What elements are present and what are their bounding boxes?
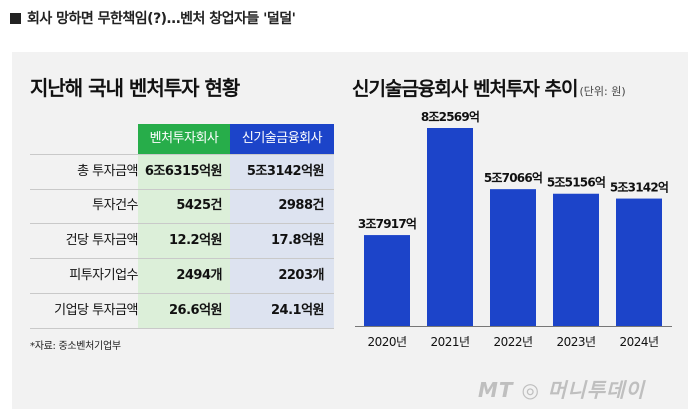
- chart-title: 신기술금융회사 벤처투자 추이 (단위: 원): [352, 74, 626, 101]
- venture-column-bg: [138, 154, 230, 328]
- bar-2022년: [490, 189, 536, 326]
- square-bullet-icon: [10, 13, 21, 24]
- bar-2020년: [364, 235, 410, 326]
- bar-value-label: 3조7917억: [358, 217, 416, 231]
- row-label: 피투자기업수: [69, 268, 138, 283]
- header-new-tech-finance: 신기술금융회사: [230, 124, 334, 154]
- caption-text: 회사 망하면 무한책임(?)…벤처 창업자들 '덜덜': [27, 11, 296, 27]
- x-tick-label: 2022년: [493, 335, 532, 349]
- article-caption: 회사 망하면 무한책임(?)…벤처 창업자들 '덜덜': [10, 8, 296, 28]
- bar-value-label: 5조7066억: [484, 171, 542, 185]
- header-venture-capital: 벤처투자회사: [138, 124, 230, 154]
- table-row: 투자건수 5425건 2988건: [30, 189, 334, 224]
- bar-2023년: [553, 193, 599, 326]
- table-row: 건당 투자금액 12.2억원 17.8억원: [30, 224, 334, 259]
- venture-value: 6조6315억원: [144, 164, 223, 179]
- chart-unit-note: (단위: 원): [579, 85, 626, 98]
- x-tick-label: 2020년: [367, 335, 406, 349]
- newtech-value: 5조3142억원: [246, 164, 325, 179]
- newtech-value: 2988건: [278, 198, 324, 213]
- publisher-watermark: MT ◎ 머니투데이: [478, 378, 645, 402]
- venture-value: 12.2억원: [169, 233, 223, 248]
- venture-value: 2494개: [176, 268, 222, 283]
- x-tick-label: 2023년: [556, 335, 595, 349]
- x-tick-label: 2024년: [619, 335, 658, 349]
- newtech-value: 24.1억원: [271, 303, 325, 318]
- row-label: 투자건수: [92, 198, 138, 213]
- newtech-column-bg: [230, 154, 334, 328]
- chart-title-text: 신기술금융회사 벤처투자 추이: [352, 78, 578, 100]
- bar-value-label: 8조2569억: [421, 110, 479, 124]
- newtech-value: 2203개: [278, 268, 324, 283]
- row-label: 기업당 투자금액: [54, 303, 138, 318]
- table-title: 지난해 국내 벤처투자 현황: [30, 76, 240, 100]
- table-row: 기업당 투자금액 26.6억원 24.1억원: [30, 294, 334, 329]
- bar-value-label: 5조3142억: [610, 181, 668, 195]
- data-source-note: *자료: 중소벤처기업부: [30, 341, 121, 352]
- x-tick-label: 2021년: [430, 335, 469, 349]
- row-label: 건당 투자금액: [65, 233, 139, 248]
- venture-value: 5425건: [176, 198, 222, 213]
- row-label: 총 투자금액: [77, 164, 138, 179]
- bar-value-label: 5조5156억: [547, 176, 605, 190]
- bar-2021년: [427, 128, 473, 326]
- bar-2024년: [616, 198, 662, 326]
- table-row: 총 투자금액 6조6315억원 5조3142억원: [30, 154, 334, 190]
- newtech-value: 17.8억원: [271, 233, 325, 248]
- venture-value: 26.6억원: [169, 303, 223, 318]
- table-row: 피투자기업수 2494개 2203개: [30, 259, 334, 294]
